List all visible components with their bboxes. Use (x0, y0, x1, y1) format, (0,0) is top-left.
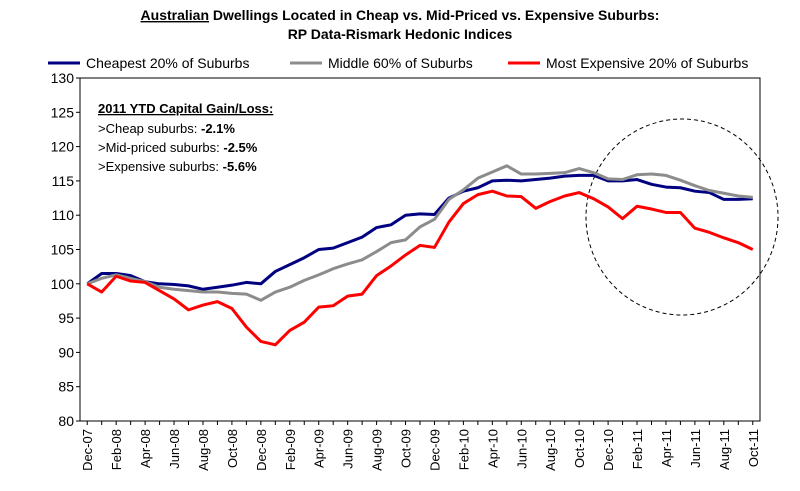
annotation-value: -2.1% (201, 121, 235, 136)
x-tick-label: Feb-09 (283, 429, 298, 470)
chart-title: Australian Dwellings Located in Cheap vs… (141, 7, 660, 23)
series-line (86, 164, 753, 302)
annotation-value: -2.5% (223, 140, 257, 155)
annotation-label: >Cheap suburbs: (98, 121, 197, 136)
annotation: 2011 YTD Capital Gain/Loss: >Cheap subur… (98, 101, 273, 174)
y-tick-label: 130 (51, 70, 75, 86)
x-tick-label: Oct-08 (225, 429, 240, 468)
annotation-item: >Expensive suburbs: -5.6% (98, 159, 257, 174)
legend-label: Middle 60% of Suburbs (328, 55, 473, 71)
y-tick-label: 115 (52, 173, 75, 189)
annotation-heading: 2011 YTD Capital Gain/Loss: (98, 101, 273, 116)
x-tick-label: Dec-10 (601, 429, 616, 471)
y-tick-label: 100 (51, 276, 75, 292)
y-tick-label: 110 (52, 207, 75, 223)
annotation-label: >Expensive suburbs: (98, 159, 219, 174)
y-tick-label: 120 (51, 139, 75, 155)
y-tick-label: 95 (58, 310, 74, 326)
series-line (86, 173, 753, 291)
x-tick-label: Oct-10 (572, 429, 587, 468)
legend-label: Cheapest 20% of Suburbs (86, 55, 249, 71)
x-tick-label: Oct-11 (746, 429, 761, 467)
annotation-value: -5.6% (223, 159, 257, 174)
series-line (86, 189, 754, 347)
x-tick-label: Dec-08 (254, 429, 269, 471)
x-tick-label: Apr-10 (485, 429, 500, 468)
x-tick-label: Aug-11 (717, 429, 732, 470)
chart-subtitle: RP Data-Rismark Hedonic Indices (288, 26, 513, 42)
x-tick-label: Feb-10 (456, 429, 471, 470)
x-tick-label: Feb-08 (109, 429, 124, 470)
x-tick-label: Jun-10 (514, 429, 529, 469)
y-tick-label: 80 (58, 413, 74, 429)
y-tick-label: 125 (51, 104, 75, 120)
x-tick-label: Aug-10 (543, 429, 558, 471)
x-tick-label: Aug-08 (196, 429, 211, 471)
title-emphasis: Australian (141, 7, 209, 23)
highlight-circle (585, 118, 779, 316)
x-tick-label: Apr-09 (312, 429, 327, 468)
title-rest: Dwellings Located in Cheap vs. Mid-Price… (213, 7, 660, 23)
x-tick-label: Jun-09 (341, 429, 356, 469)
x-tick-label: Apr-08 (138, 429, 153, 468)
annotation-label: >Mid-priced suburbs: (98, 140, 220, 155)
x-tick-label: Jun-08 (167, 429, 182, 469)
y-tick-label: 105 (51, 242, 75, 258)
x-tick-label: Oct-09 (399, 429, 414, 468)
x-tick-label: Apr-11 (659, 429, 674, 467)
x-tick-label: Dec-09 (427, 429, 442, 471)
x-tick-label: Jun-11 (688, 429, 703, 468)
y-tick-label: 90 (58, 344, 74, 360)
annotation-item: >Mid-priced suburbs: -2.5% (98, 140, 258, 155)
x-tick-label: Dec-07 (80, 429, 95, 471)
y-tick-label: 85 (58, 379, 74, 395)
annotation-item: >Cheap suburbs: -2.1% (98, 121, 235, 136)
x-tick-label: Feb-11 (630, 429, 645, 469)
legend-label: Most Expensive 20% of Suburbs (546, 55, 748, 71)
x-tick-label: Aug-09 (370, 429, 385, 471)
